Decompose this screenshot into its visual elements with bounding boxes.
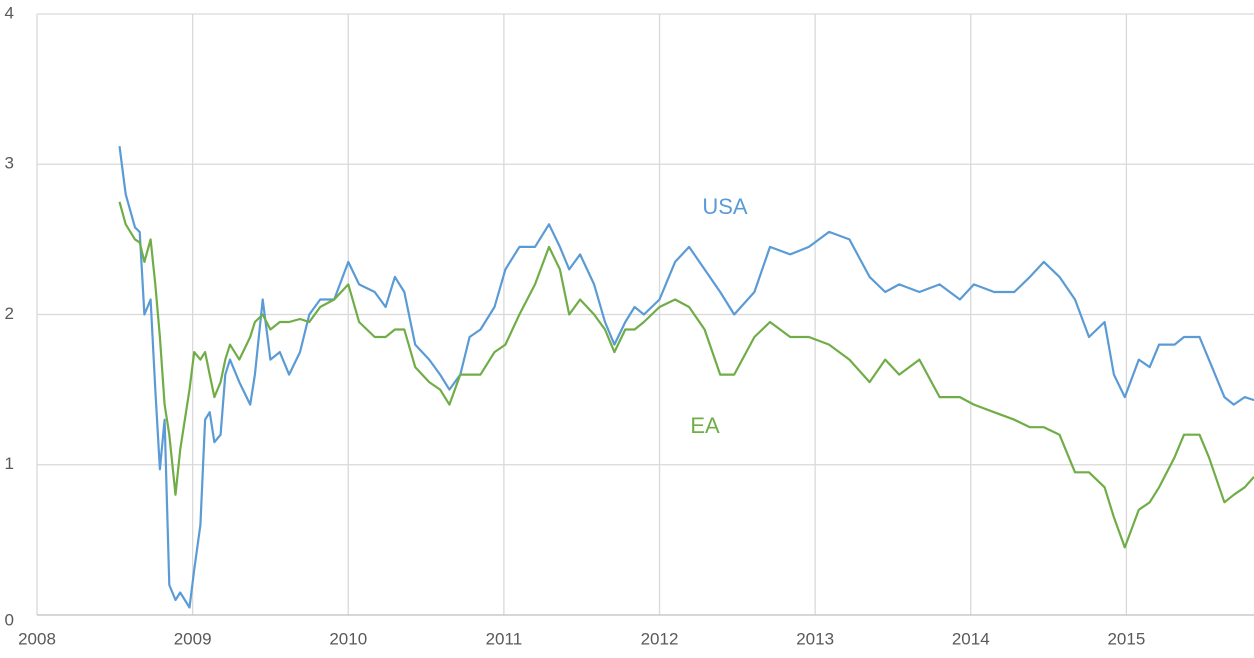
x-tick-label: 2012 <box>641 629 679 648</box>
y-tick-label: 0 <box>5 610 14 629</box>
series-line <box>118 201 1254 549</box>
y-tick-label: 2 <box>5 304 14 323</box>
y-tick-label: 4 <box>5 3 14 22</box>
x-tick-label: 2009 <box>174 629 212 648</box>
series-line <box>118 146 1254 609</box>
series-label: EA <box>690 413 720 438</box>
y-tick-label: 3 <box>5 154 14 173</box>
x-tick-label: 2013 <box>796 629 834 648</box>
y-tick-label: 1 <box>5 454 14 473</box>
series-label: USA <box>702 194 748 219</box>
x-tick-label: 2015 <box>1107 629 1145 648</box>
x-tick-label: 2010 <box>329 629 367 648</box>
x-tick-label: 2008 <box>18 629 56 648</box>
x-tick-label: 2011 <box>486 629 523 648</box>
x-tick-label: 2014 <box>952 629 990 648</box>
